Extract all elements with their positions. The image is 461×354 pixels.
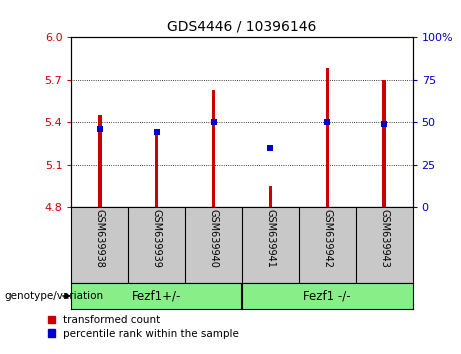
Bar bbox=[98, 115, 101, 207]
Text: GSM639938: GSM639938 bbox=[95, 209, 105, 268]
Bar bbox=[212, 90, 215, 207]
Bar bbox=[325, 68, 329, 207]
Text: GSM639943: GSM639943 bbox=[379, 209, 389, 268]
Text: GSM639941: GSM639941 bbox=[266, 209, 276, 268]
Bar bbox=[155, 133, 159, 207]
Title: GDS4446 / 10396146: GDS4446 / 10396146 bbox=[167, 19, 317, 33]
Text: Fezf1+/-: Fezf1+/- bbox=[132, 290, 182, 302]
Text: GSM639940: GSM639940 bbox=[208, 209, 219, 268]
Text: GSM639939: GSM639939 bbox=[152, 209, 162, 268]
Bar bbox=[383, 80, 386, 207]
Legend: transformed count, percentile rank within the sample: transformed count, percentile rank withi… bbox=[47, 314, 240, 339]
Text: Fezf1 -/-: Fezf1 -/- bbox=[303, 290, 351, 302]
Text: genotype/variation: genotype/variation bbox=[5, 291, 104, 301]
Bar bbox=[269, 186, 272, 207]
Text: GSM639942: GSM639942 bbox=[322, 209, 332, 268]
